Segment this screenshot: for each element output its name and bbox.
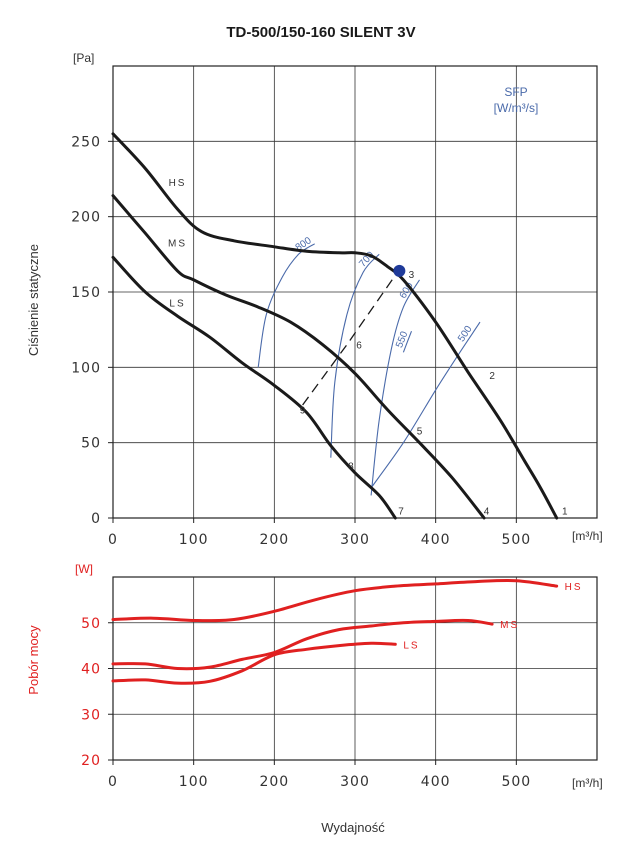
power-curve-label: LS: [403, 640, 419, 651]
point-number-label: 3: [409, 270, 415, 281]
system-resistance-line: [302, 269, 400, 406]
pressure-x-tick-label: 200: [259, 532, 289, 548]
sfp-unit: [W/m³/s]: [494, 101, 539, 115]
sfp-line-800: [257, 243, 315, 368]
power-x-tick-label: 500: [501, 774, 531, 790]
pressure-grid: [113, 66, 597, 518]
pressure-x-tick-label: 500: [501, 532, 531, 548]
pressure-y-tick-label: 200: [71, 210, 101, 226]
power-axis-ticks: 0 100 200 300 400 500 20 30 40 50: [81, 616, 531, 790]
pressure-axis-label: Ciśnienie statyczne: [26, 244, 41, 356]
power-x-tick-label: 300: [340, 774, 370, 790]
power-unit: [W]: [75, 562, 93, 576]
power-x-tick-label: 200: [259, 774, 289, 790]
point-number-label: 7: [398, 506, 404, 517]
point-number-label: 2: [489, 371, 495, 382]
pressure-curve-label: HS: [169, 178, 187, 189]
sfp-line-label: 500: [456, 324, 475, 344]
operating-point-marker: [393, 264, 406, 277]
pressure-curve-ms: [111, 194, 486, 520]
power-curve-ms: [111, 618, 494, 671]
pressure-y-tick-label: 50: [81, 436, 101, 452]
pressure-labels: HS MS LS 1 2 3 4 5 6 7 8 9: [168, 178, 568, 517]
power-curve-ls: [111, 641, 397, 685]
flow-axis-label: Wydajność: [321, 820, 385, 835]
pressure-x-tick-label: 400: [421, 532, 451, 548]
pressure-y-tick-label: 150: [71, 285, 101, 301]
pressure-curve-label: LS: [169, 299, 185, 310]
pressure-y-tick-label: 0: [91, 511, 101, 527]
sfp-line-600: [370, 279, 420, 496]
pressure-axis-ticks: 0 100 200 300 400 500 0 50 100 150 200 250: [71, 134, 531, 548]
sfp-line-700: [330, 253, 380, 458]
pressure-curves: [111, 132, 559, 520]
power-curve-label: HS: [565, 582, 583, 593]
pressure-curve-hs: [111, 132, 559, 520]
pressure-curve-label: MS: [168, 238, 187, 249]
power-y-tick-label: 30: [81, 707, 101, 723]
flow-unit-top: [m³/h]: [572, 529, 603, 543]
power-x-tick-label: 0: [108, 774, 118, 790]
point-number-label: 1: [562, 506, 568, 517]
chart-title: TD-500/150-160 SILENT 3V: [226, 24, 415, 41]
pressure-x-tick-label: 0: [108, 532, 118, 548]
pressure-y-tick-label: 100: [71, 360, 101, 376]
pressure-curve-ls: [111, 255, 397, 520]
power-y-tick-label: 40: [81, 662, 101, 678]
power-curves: [111, 578, 559, 685]
power-axis-label: Pobór mocy: [26, 625, 41, 695]
flow-unit-bottom: [m³/h]: [572, 776, 603, 790]
power-y-tick-label: 20: [81, 753, 101, 769]
point-number-label: 5: [417, 427, 423, 438]
power-labels: HS MS LS: [403, 582, 583, 651]
power-x-tick-label: 100: [179, 774, 209, 790]
pressure-unit: [Pa]: [73, 51, 94, 65]
power-curve-label: MS: [500, 620, 519, 631]
pressure-y-tick-label: 250: [71, 134, 101, 150]
sfp-title: SFP: [504, 85, 527, 99]
point-number-label: 8: [348, 461, 354, 472]
point-number-label: 9: [300, 406, 306, 417]
sfp-line-500: [370, 321, 481, 489]
power-x-tick-label: 400: [421, 774, 451, 790]
point-number-label: 4: [484, 506, 490, 517]
point-number-label: 6: [356, 341, 362, 352]
pressure-x-tick-label: 100: [179, 532, 209, 548]
pressure-x-tick-label: 300: [340, 532, 370, 548]
power-curve-hs: [111, 578, 559, 623]
sfp-line-550: [402, 330, 413, 353]
power-y-tick-label: 50: [81, 616, 101, 632]
sfp-line-label: 550: [394, 330, 410, 350]
